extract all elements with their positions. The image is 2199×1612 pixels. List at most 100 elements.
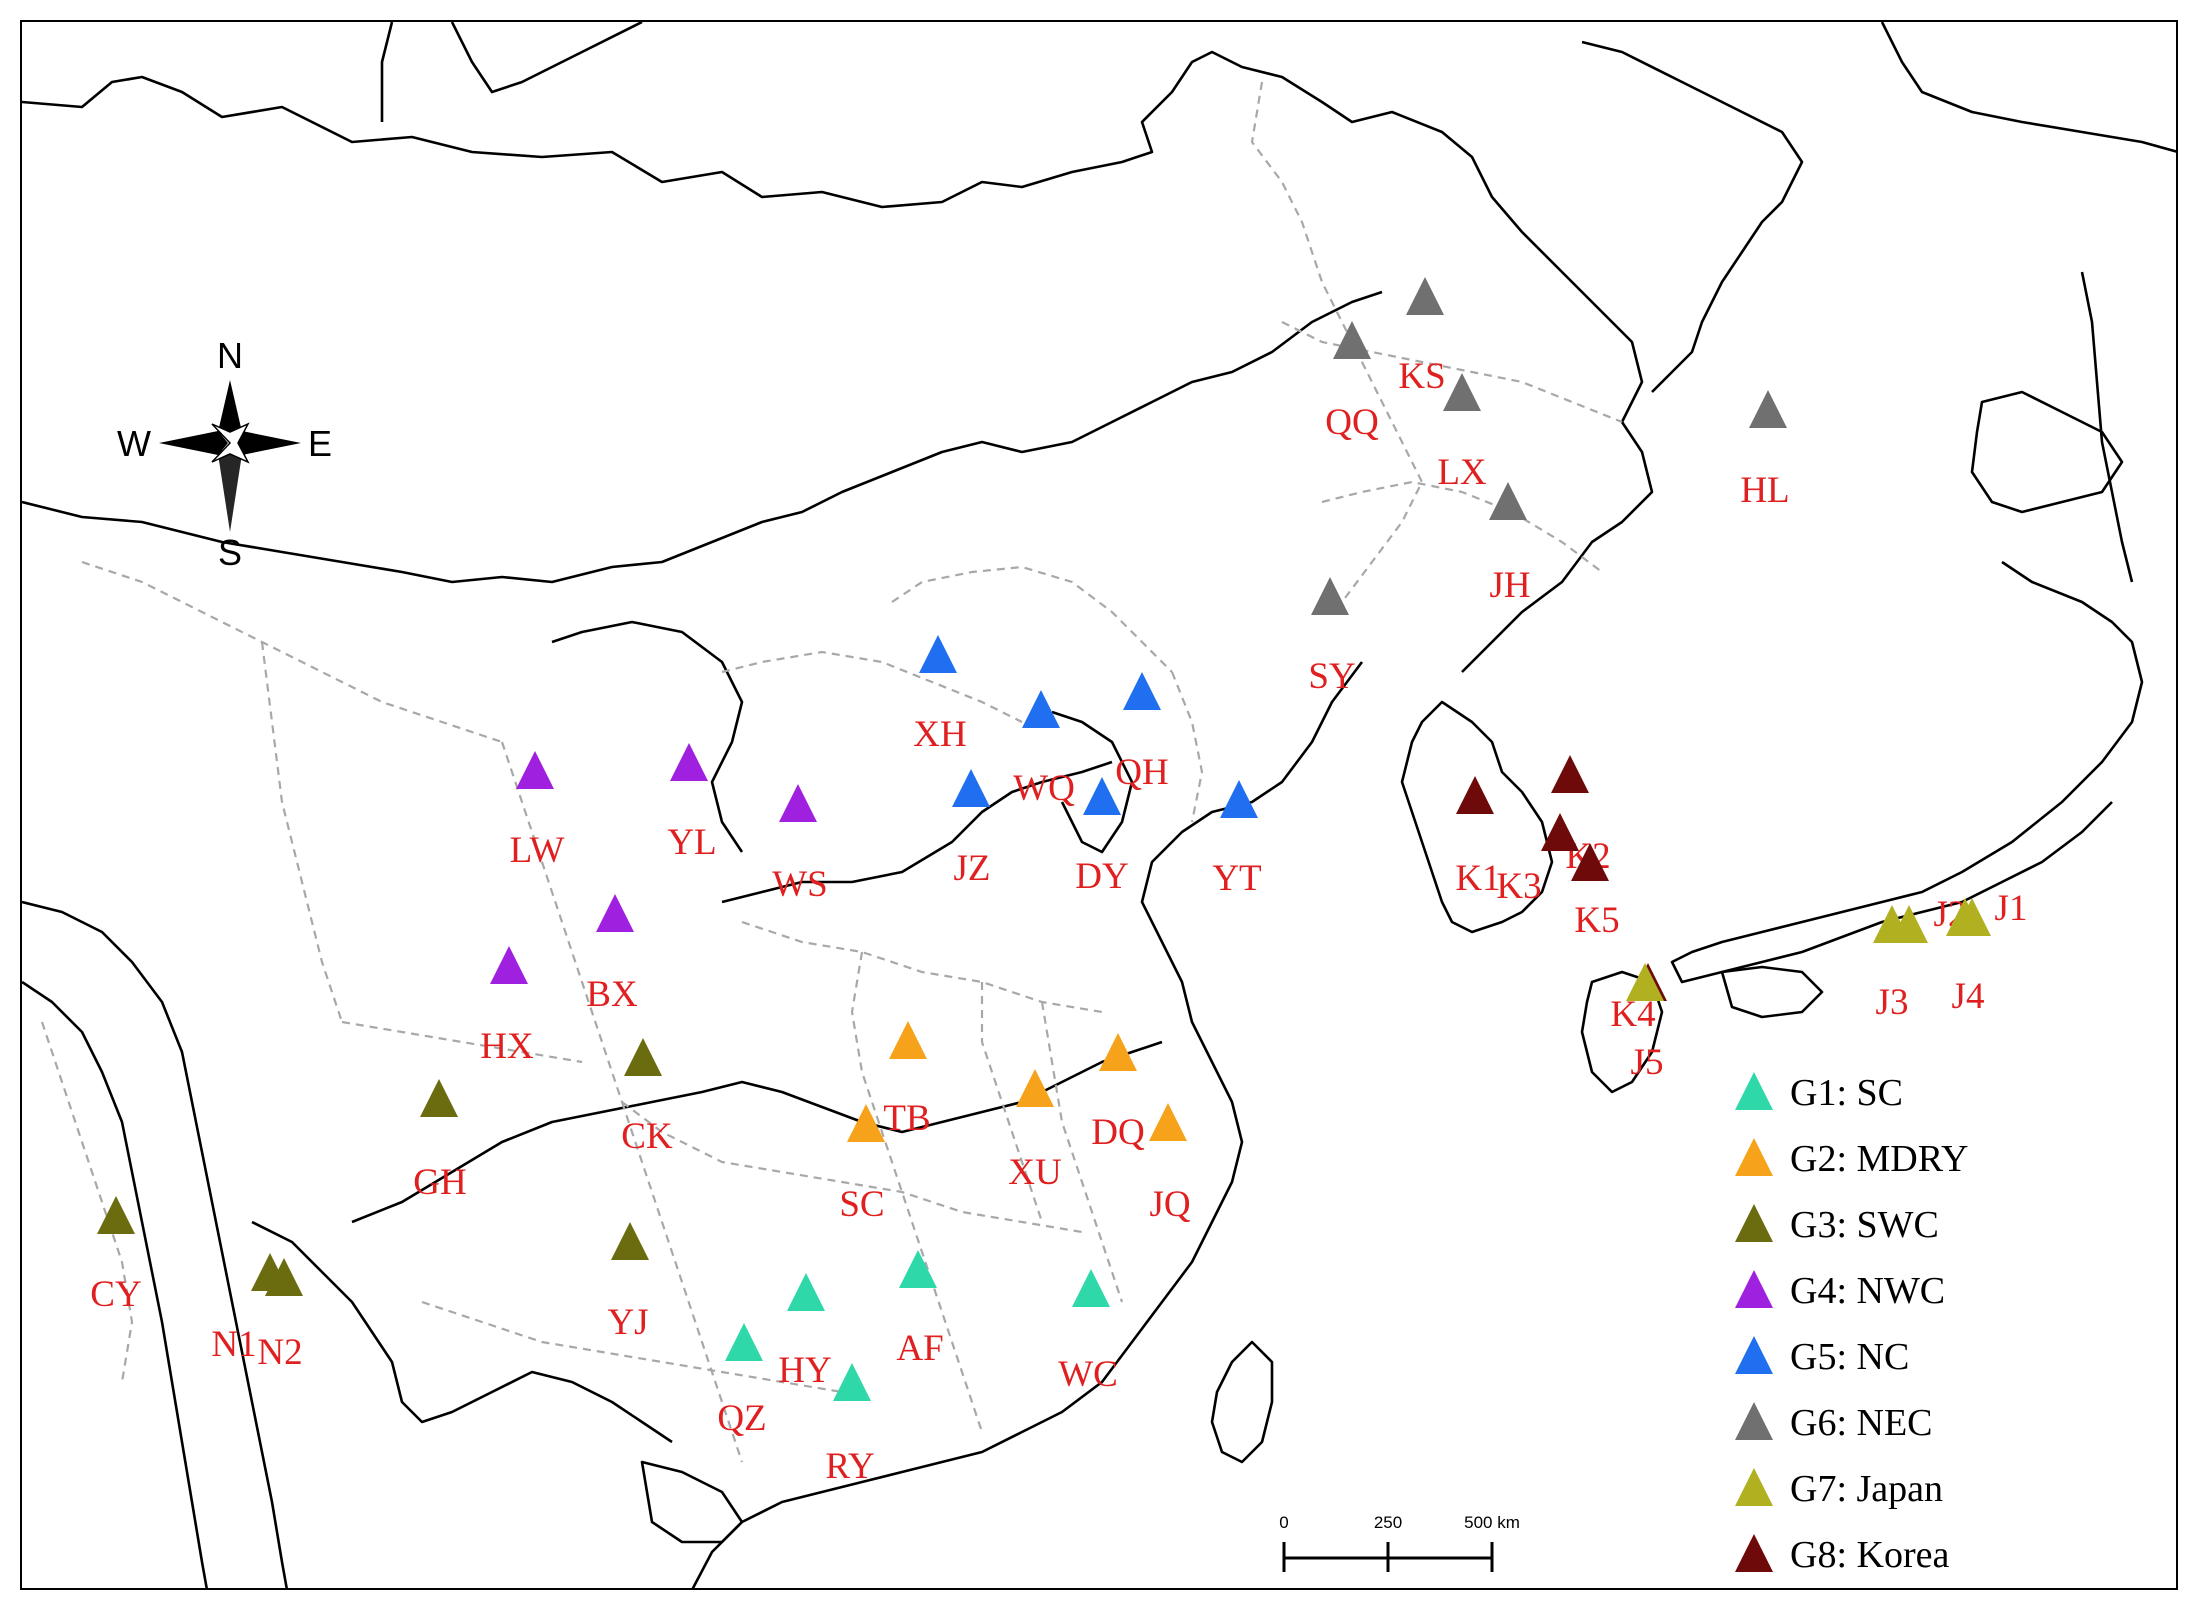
legend-label-g2: G2: MDRY <box>1790 1138 1968 1180</box>
site-marker-k3 <box>1541 813 1579 851</box>
site-marker-j4 <box>1946 898 1984 936</box>
legend-label-g7: G7: Japan <box>1790 1468 1943 1510</box>
site-label-yt: YT <box>1212 858 1261 899</box>
site-label-jz: JZ <box>954 848 991 889</box>
legend-label-g5: G5: NC <box>1790 1336 1909 1378</box>
compass-diagonal <box>211 422 250 464</box>
legend-label-g4: G4: NWC <box>1790 1270 1945 1312</box>
site-marker-gh <box>420 1079 458 1117</box>
legend-label-g8: G8: Korea <box>1790 1534 1949 1576</box>
site-label-hy: HY <box>778 1350 831 1391</box>
legend-marker-g6 <box>1735 1402 1773 1440</box>
site-marker-ck <box>624 1038 662 1076</box>
scale-bar: 0 250 500 km <box>1279 1513 1520 1572</box>
site-marker-qz <box>725 1323 763 1361</box>
site-label-dq: DQ <box>1091 1112 1145 1153</box>
site-label-yl: YL <box>667 822 716 863</box>
compass-s: S <box>218 532 242 573</box>
compass-east-arrow <box>232 431 301 455</box>
site-label-j5: J5 <box>1631 1042 1664 1083</box>
site-label-jq: JQ <box>1149 1184 1190 1225</box>
site-marker-hy <box>787 1273 825 1311</box>
site-marker-j3 <box>1873 905 1911 943</box>
site-label-wq: WQ <box>1013 768 1075 809</box>
province-boundaries <box>40 81 1623 1463</box>
site-marker-k5 <box>1571 843 1609 881</box>
site-marker-ry <box>833 1363 871 1401</box>
site-label-yj: YJ <box>607 1302 648 1343</box>
site-marker-cy <box>97 1196 135 1234</box>
site-marker-dy <box>1083 777 1121 815</box>
site-marker-sc <box>847 1104 885 1142</box>
site-label-hl: HL <box>1740 470 1789 511</box>
site-marker-j5 <box>1626 963 1664 1001</box>
site-label-cy: CY <box>90 1274 141 1315</box>
site-label-wc: WC <box>1058 1354 1118 1395</box>
legend-marker-g8 <box>1735 1534 1773 1572</box>
site-marker-lw <box>516 751 554 789</box>
site-marker-hx <box>490 946 528 984</box>
site-label-j1: J1 <box>1995 888 2028 929</box>
site-label-hx: HX <box>480 1026 534 1067</box>
site-label-lx: LX <box>1437 452 1487 493</box>
site-marker-n2 <box>265 1258 303 1296</box>
site-marker-af <box>899 1250 937 1288</box>
site-marker-qq <box>1333 321 1371 359</box>
site-marker-yj <box>611 1222 649 1260</box>
legend-label-g6: G6: NEC <box>1790 1402 1933 1444</box>
site-label-sy: SY <box>1308 656 1355 697</box>
site-marker-yt <box>1220 780 1258 818</box>
compass-north-arrow <box>218 380 242 442</box>
scale-tick-500: 500 km <box>1464 1513 1520 1532</box>
site-marker-k2 <box>1551 755 1589 793</box>
compass-e: E <box>308 423 332 464</box>
site-label-xh: XH <box>913 714 966 755</box>
site-marker-ks <box>1406 277 1444 315</box>
site-marker-xh <box>919 635 957 673</box>
site-marker-wq <box>1022 690 1060 728</box>
site-label-n2: N2 <box>257 1332 302 1373</box>
site-label-lw: LW <box>510 830 565 871</box>
site-marker-lx <box>1443 373 1481 411</box>
site-marker-k1 <box>1456 776 1494 814</box>
site-marker-ws <box>779 784 817 822</box>
site-label-qh: QH <box>1115 752 1168 793</box>
site-label-ck: CK <box>621 1116 673 1157</box>
site-label-sc: SC <box>839 1184 884 1225</box>
site-label-dy: DY <box>1075 856 1128 897</box>
site-label-tb: TB <box>883 1098 930 1139</box>
site-label-j4: J4 <box>1952 976 1985 1017</box>
compass-rose: N S W E <box>117 335 332 573</box>
legend-marker-g1 <box>1735 1072 1773 1110</box>
legend-marker-g4 <box>1735 1270 1773 1308</box>
site-label-ws: WS <box>772 864 828 905</box>
legend: G1: SC G2: MDRY G3: SWC G4: NWC G5: NC G6: NE… <box>1735 1072 1968 1576</box>
site-label-ks: KS <box>1398 356 1445 397</box>
site-label-k5: K5 <box>1574 900 1619 941</box>
legend-marker-g7 <box>1735 1468 1773 1506</box>
site-marker-dq <box>1099 1033 1137 1071</box>
legend-label-g1: G1: SC <box>1790 1072 1903 1114</box>
compass-south-arrow <box>218 444 242 532</box>
site-label-k3: K3 <box>1496 866 1541 907</box>
site-label-bx: BX <box>586 974 638 1015</box>
site-marker-wc <box>1072 1269 1110 1307</box>
site-marker-jq <box>1149 1103 1187 1141</box>
site-marker-hl <box>1749 390 1787 428</box>
site-marker-tb <box>889 1021 927 1059</box>
site-marker-jz <box>952 769 990 807</box>
site-label-j3: J3 <box>1876 982 1909 1023</box>
site-marker-xu <box>1016 1069 1054 1107</box>
site-label-ry: RY <box>825 1446 874 1487</box>
site-marker-yl <box>670 743 708 781</box>
map-frame: N S W E QQ KS LX HL JH SY XH WQ QH JZ DY YT LW YL WS BX… <box>20 20 2178 1590</box>
site-label-qz: QZ <box>717 1398 766 1439</box>
compass-n: N <box>217 335 243 376</box>
compass-w: W <box>117 423 151 464</box>
site-label-k1: K1 <box>1455 858 1500 899</box>
legend-marker-g3 <box>1735 1204 1773 1242</box>
site-label-qq: QQ <box>1325 402 1379 443</box>
site-marker-qh <box>1123 672 1161 710</box>
